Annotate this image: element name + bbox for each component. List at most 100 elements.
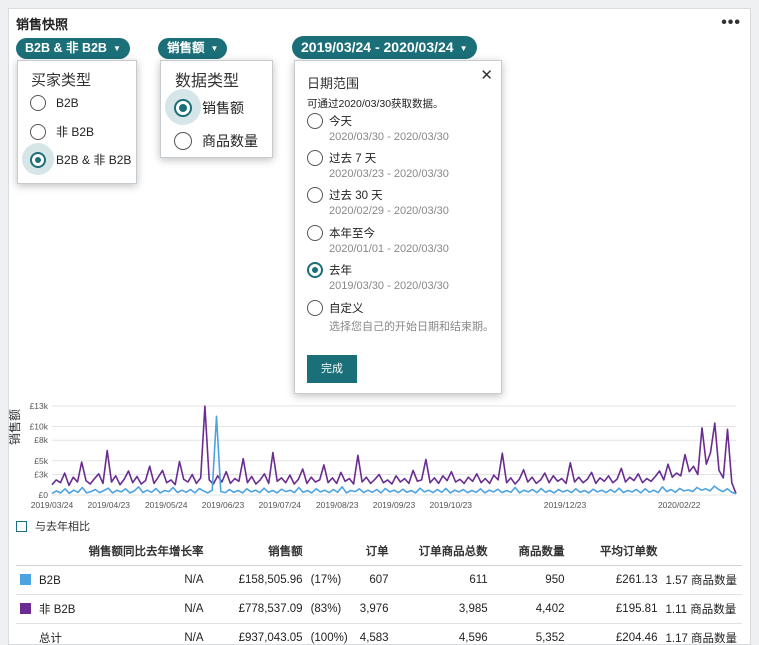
radio-button[interactable] <box>307 300 323 316</box>
panel-title: 销售快照 <box>16 17 69 32</box>
buyer-option-non-b2b[interactable]: 非 B2B <box>30 123 94 140</box>
option-label: 今天 <box>329 116 352 128</box>
option-label: 销售额 <box>202 100 244 116</box>
avg-cell: £204.46 <box>568 623 662 645</box>
y-tick-label: £13k <box>30 401 49 411</box>
date-option-7-days[interactable]: 过去 7 天 2020/03/23 - 2020/03/30 <box>307 150 449 180</box>
metric-option-units[interactable]: 商品数量 <box>174 131 258 151</box>
option-label: B2B & 非 B2B <box>56 153 132 167</box>
more-horizontal-icon[interactable]: ••• <box>721 14 741 31</box>
radio-button-selected[interactable] <box>307 262 323 278</box>
date-option-last-year[interactable]: 去年 2019/03/30 - 2020/03/30 <box>307 262 449 292</box>
orders-cell: 3,976 <box>352 594 393 624</box>
availability-note: 可通过2020/03/30获取数据。 <box>307 98 444 110</box>
radio-button[interactable] <box>307 225 323 241</box>
option-range: 选择您自己的开始日期和结束期。 <box>329 321 494 333</box>
order-items-cell: 3,985 <box>392 594 492 624</box>
option-range: 2020/01/01 - 2020/03/30 <box>329 243 449 255</box>
x-tick-label: 2019/12/23 <box>544 500 587 510</box>
caret-down-icon: ▼ <box>210 44 219 53</box>
date-option-today[interactable]: 今天 2020/03/30 - 2020/03/30 <box>307 113 449 143</box>
x-tick-label: 2019/08/23 <box>316 500 359 510</box>
header-order-items: 订单商品总数 <box>392 540 492 566</box>
option-label: 本年至今 <box>329 228 375 240</box>
buyer-option-b2b[interactable]: B2B <box>30 95 79 111</box>
date-range-popover: ✕ 日期范围 可通过2020/03/30获取数据。 今天 2020/03/30 … <box>294 60 502 394</box>
table-header-row: 销售额同比去年增长率 销售额 订单 订单商品总数 商品数量 平均订单数 <box>16 540 742 566</box>
row-label: 非 B2B <box>39 604 76 616</box>
table-row: 非 B2B N/A £778,537.09 (83%) 3,976 3,985 … <box>16 594 742 624</box>
y-tick-label: £3k <box>34 469 48 479</box>
pct-cell: (83%) <box>306 594 353 624</box>
avg-units-cell: 1.11 商品数量 <box>661 594 742 624</box>
option-range: 2020/03/30 - 2020/03/30 <box>329 131 449 143</box>
table-row: B2B N/A £158,505.96 (17%) 607 611 950 £2… <box>16 565 742 595</box>
option-range: 2020/02/29 - 2020/03/30 <box>329 205 449 217</box>
avg-units-cell: 1.57 商品数量 <box>661 565 742 595</box>
buyer-type-title: 买家类型 <box>31 72 92 89</box>
sales-line-chart: £0 £3k £5k £8k £10k £13k 2019/03/24 2019/04/23 2… <box>30 401 737 510</box>
metric-option-sales[interactable]: 销售额 <box>174 98 244 118</box>
caret-down-icon: ▼ <box>459 44 468 53</box>
header-pct <box>306 540 353 566</box>
option-label: 过去 7 天 <box>329 153 377 165</box>
buyer-type-popover: 买家类型 B2B 非 B2B B2B & 非 B2B <box>17 60 137 184</box>
summary-table: 销售额同比去年增长率 销售额 订单 订单商品总数 商品数量 平均订单数 B2B … <box>16 540 742 645</box>
radio-button[interactable] <box>30 123 46 140</box>
buyer-option-all[interactable]: B2B & 非 B2B <box>30 151 131 168</box>
option-label: 非 B2B <box>56 125 95 139</box>
radio-button[interactable] <box>307 187 323 203</box>
table-row: 总计 N/A £937,043.05 (100%) 4,583 4,596 5,… <box>16 623 742 645</box>
legend-swatch <box>20 603 31 614</box>
orders-cell: 4,583 <box>352 623 393 645</box>
date-range-title: 日期范围 <box>307 76 360 91</box>
close-icon[interactable]: ✕ <box>480 67 493 84</box>
sales-cell: £158,505.96 <box>207 565 307 595</box>
date-option-30-days[interactable]: 过去 30 天 2020/02/29 - 2020/03/30 <box>307 187 449 217</box>
option-label: B2B <box>56 96 79 110</box>
header-name <box>16 540 81 566</box>
sales-cell: £778,537.09 <box>207 594 307 624</box>
radio-button-selected[interactable] <box>30 151 46 168</box>
y-tick-label: £5k <box>34 456 48 466</box>
header-orders: 订单 <box>352 540 393 566</box>
x-tick-label: 2019/04/23 <box>87 500 130 510</box>
order-items-cell: 4,596 <box>392 623 492 645</box>
option-range: 2019/03/30 - 2020/03/30 <box>329 280 449 292</box>
units-cell: 950 <box>491 565 569 595</box>
done-button[interactable]: 完成 <box>307 355 357 383</box>
compare-checkbox[interactable] <box>16 520 27 532</box>
radio-button[interactable] <box>307 113 323 129</box>
pct-cell: (17%) <box>306 565 353 595</box>
date-option-custom[interactable]: 自定义 选择您自己的开始日期和结束期。 <box>307 300 494 334</box>
metric-label: 销售额 <box>167 41 205 55</box>
units-cell: 4,402 <box>491 594 569 624</box>
row-label: B2B <box>39 574 61 587</box>
yoy-cell: N/A <box>80 565 208 595</box>
metric-title: 数据类型 <box>175 73 240 90</box>
date-range-dropdown[interactable]: 2019/03/24 - 2020/03/24 ▼ <box>292 36 477 59</box>
date-range-label: 2019/03/24 - 2020/03/24 <box>301 39 454 55</box>
date-option-ytd[interactable]: 本年至今 2020/01/01 - 2020/03/30 <box>307 225 449 255</box>
x-tick-label: 2019/05/24 <box>145 500 188 510</box>
radio-button[interactable] <box>30 95 46 111</box>
legend-swatch <box>20 573 31 585</box>
y-tick-label: £8k <box>34 435 48 445</box>
radio-button-selected[interactable] <box>174 99 192 117</box>
sales-cell: £937,043.05 <box>207 623 307 645</box>
buyer-type-dropdown[interactable]: B2B & 非 B2B ▼ <box>16 38 130 59</box>
header-avg: 平均订单数 <box>568 540 662 566</box>
avg-units-cell: 1.17 商品数量 <box>661 623 742 645</box>
x-tick-label: 2019/03/24 <box>31 500 74 510</box>
avg-cell: £261.13 <box>568 565 662 595</box>
radio-button[interactable] <box>174 132 192 150</box>
row-name: 总计 <box>16 623 81 645</box>
radio-button[interactable] <box>307 150 323 166</box>
pct-cell: (100%) <box>306 623 353 645</box>
compare-last-year[interactable]: 与去年相比 <box>16 518 90 534</box>
option-label: 商品数量 <box>202 133 258 149</box>
metric-dropdown[interactable]: 销售额 ▼ <box>158 38 228 59</box>
x-tick-label: 2020/02/22 <box>658 500 701 510</box>
y-tick-label: £0 <box>39 490 49 500</box>
header-yoy: 销售额同比去年增长率 <box>80 540 208 566</box>
